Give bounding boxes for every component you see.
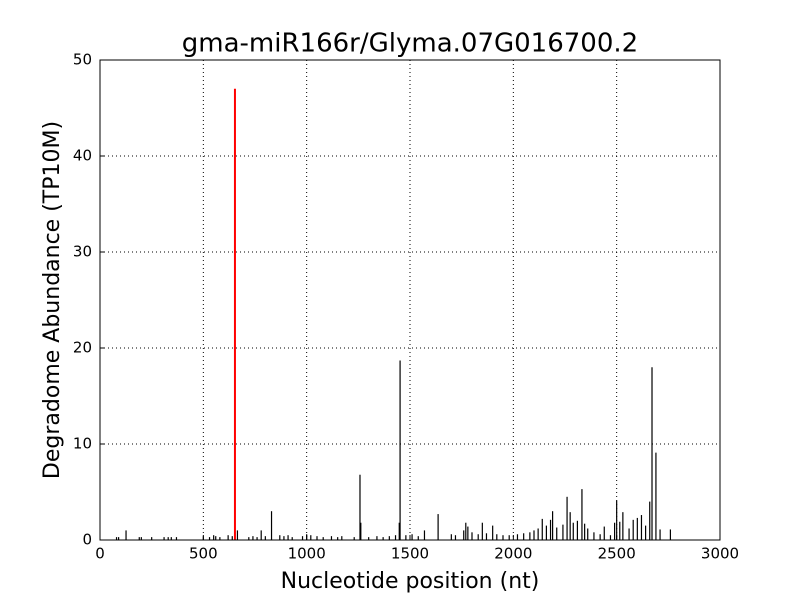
x-tick-label: 500	[189, 545, 218, 563]
x-tick-label: 3000	[701, 545, 739, 563]
x-tick-label: 2000	[494, 545, 532, 563]
x-tick-label: 0	[95, 545, 105, 563]
plot-frame	[99, 59, 721, 541]
x-tick-label: 1500	[391, 545, 429, 563]
y-tick-label: 20	[73, 339, 92, 357]
x-tick-label: 1000	[288, 545, 326, 563]
y-tick-label: 0	[82, 531, 92, 549]
y-axis-label: Degradome Abundance (TP10M)	[40, 121, 65, 479]
y-tick-label: 10	[73, 435, 92, 453]
y-tick-label: 30	[73, 243, 92, 261]
chart-title: gma-miR166r/Glyma.07G016700.2	[182, 29, 638, 59]
x-tick-label: 2500	[598, 545, 636, 563]
x-axis-label: Nucleotide position (nt)	[281, 569, 540, 594]
y-tick-label: 50	[73, 51, 92, 69]
y-tick-label: 40	[73, 147, 92, 165]
